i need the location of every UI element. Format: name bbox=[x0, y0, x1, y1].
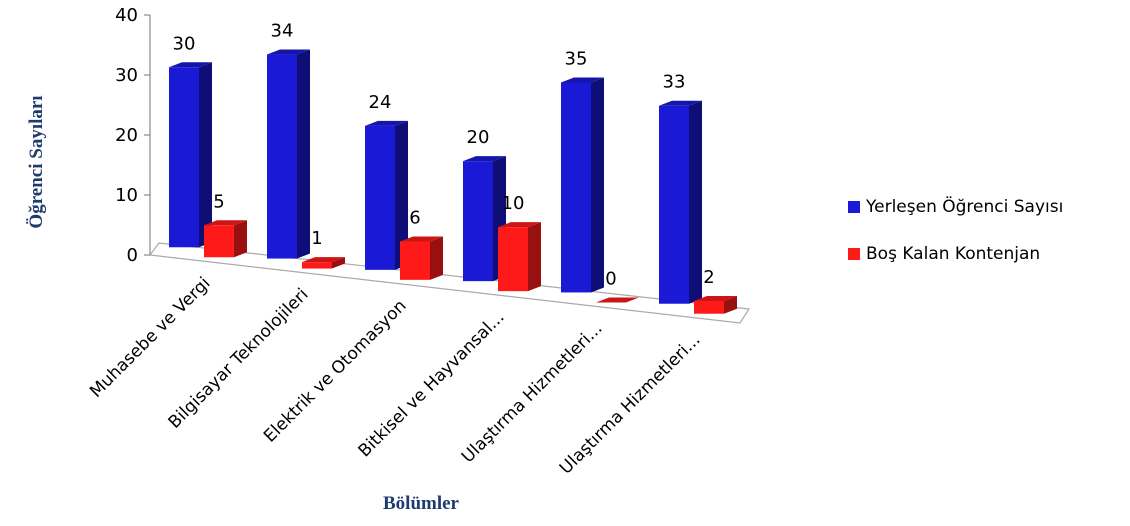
bar-vacant bbox=[204, 220, 247, 258]
data-label-vacant: 6 bbox=[409, 207, 420, 228]
bar-placed bbox=[169, 62, 212, 248]
y-tick-label: 0 bbox=[127, 245, 138, 266]
data-label-placed: 33 bbox=[663, 72, 686, 93]
y-tick-label: 40 bbox=[115, 5, 138, 26]
legend-item-vacant: Boş Kalan Kontenjan bbox=[848, 243, 1063, 265]
legend-swatch-placed bbox=[848, 201, 860, 213]
data-labels: 30 5 34 1 24 6 20 10 35 0 33 2 bbox=[173, 21, 715, 290]
y-axis-title: Öğrenci Sayıları bbox=[26, 95, 47, 228]
data-label-vacant: 2 bbox=[703, 267, 714, 288]
bar-vacant bbox=[498, 222, 541, 292]
bar-placed bbox=[561, 77, 604, 293]
bar-placed bbox=[659, 100, 702, 304]
legend-label-vacant: Boş Kalan Kontenjan bbox=[866, 244, 1041, 264]
legend-item-placed: Yerleşen Öğrenci Sayısı bbox=[848, 196, 1063, 218]
data-label-placed: 35 bbox=[565, 48, 588, 69]
data-label-vacant: 10 bbox=[502, 193, 525, 214]
legend-label-placed: Yerleşen Öğrenci Sayısı bbox=[866, 197, 1064, 217]
data-label-placed: 30 bbox=[173, 33, 196, 54]
y-tick-label: 10 bbox=[115, 185, 138, 206]
legend-swatch-vacant bbox=[848, 248, 860, 260]
x-tick-label: Muhasebe ve Vergi bbox=[86, 273, 214, 401]
bar-placed bbox=[365, 120, 408, 270]
data-label-vacant: 1 bbox=[311, 228, 322, 249]
data-label-vacant: 0 bbox=[605, 268, 616, 289]
y-tick-label: 20 bbox=[115, 125, 138, 146]
data-label-vacant: 5 bbox=[213, 191, 224, 212]
bar-vacant bbox=[302, 257, 345, 269]
bar-vacant bbox=[400, 236, 443, 280]
y-tick-label: 30 bbox=[115, 65, 138, 86]
bar-vacant bbox=[596, 297, 639, 303]
x-axis-title: Bölümler bbox=[383, 493, 460, 514]
data-label-placed: 24 bbox=[369, 92, 392, 113]
data-label-placed: 20 bbox=[467, 127, 490, 148]
bar-vacant bbox=[694, 295, 737, 314]
bars bbox=[169, 49, 737, 314]
legend: Yerleşen Öğrenci Sayısı Boş Kalan Konten… bbox=[848, 196, 1063, 290]
data-label-placed: 34 bbox=[271, 21, 294, 42]
bar-placed bbox=[267, 49, 310, 259]
